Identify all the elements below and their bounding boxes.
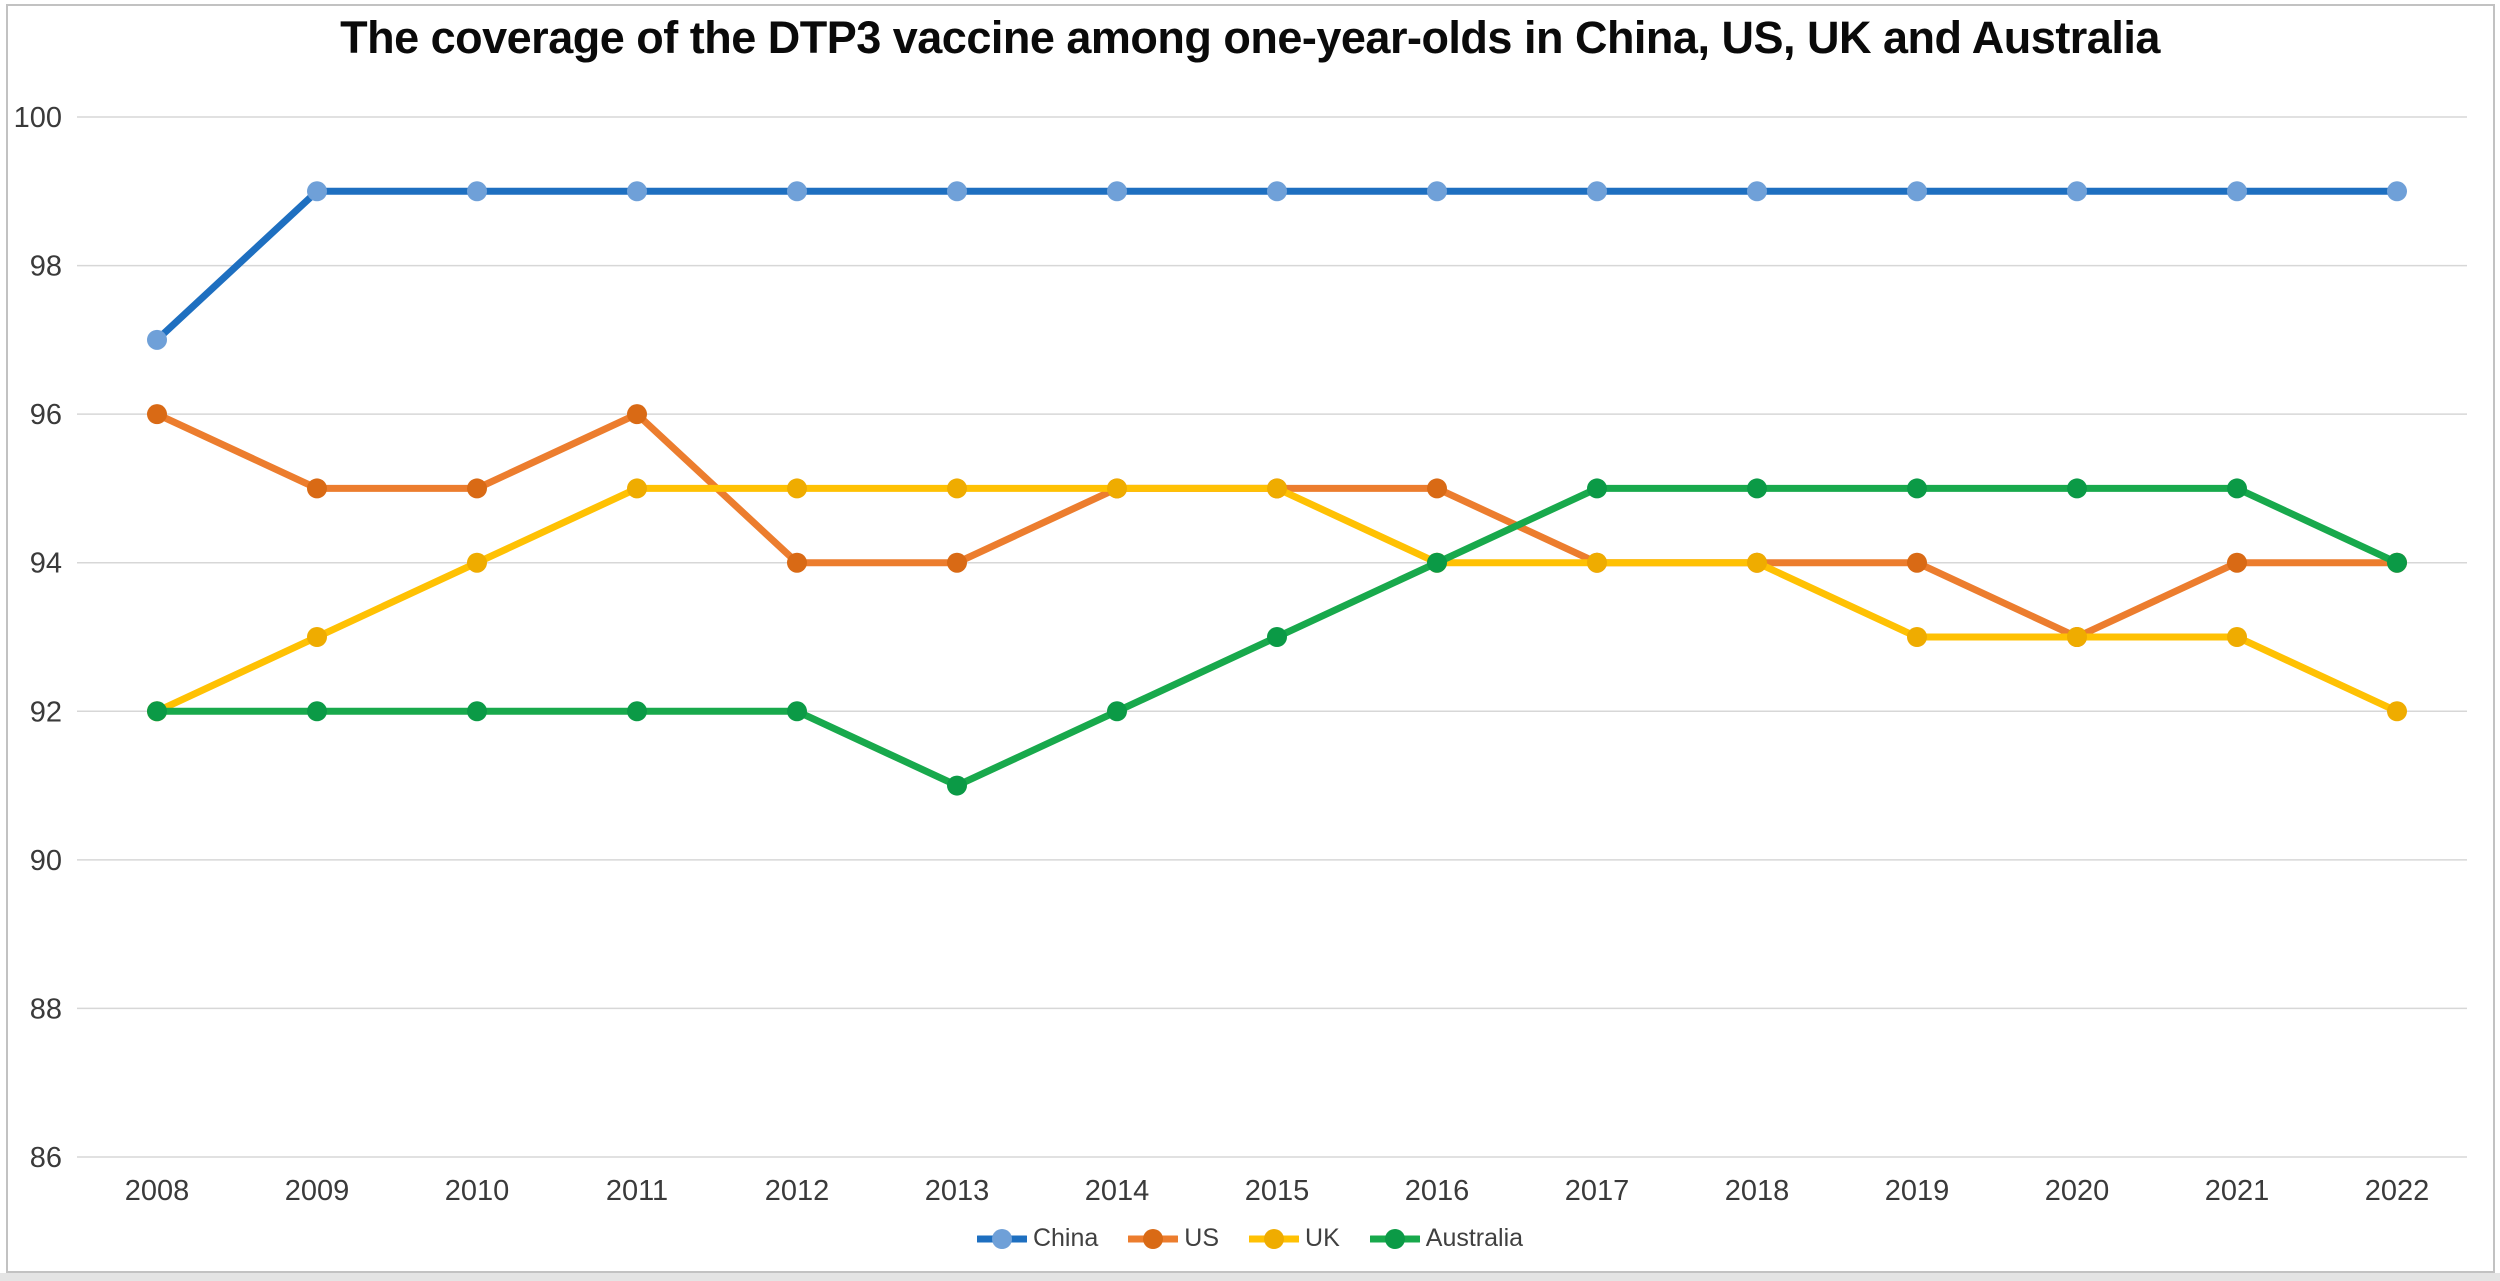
marker-australia-2016	[1427, 552, 1447, 573]
marker-australia-2013	[947, 775, 967, 796]
bottom-strip	[0, 1273, 2500, 1281]
x-tick-label-2013: 2013	[925, 1175, 990, 1207]
marker-china-2022	[2387, 181, 2407, 202]
legend-item-uk: UK	[1249, 1224, 1340, 1253]
marker-china-2009	[307, 181, 327, 202]
marker-china-2020	[2067, 181, 2087, 202]
marker-us-2009	[307, 478, 327, 499]
marker-us-2013	[947, 552, 967, 573]
marker-australia-2014	[1107, 701, 1127, 722]
series-line-uk	[153, 484, 2401, 715]
marker-us-2019	[1907, 552, 1927, 573]
x-tick-label-2017: 2017	[1565, 1175, 1630, 1207]
marker-australia-2011	[627, 701, 647, 722]
legend: China US UK Australia	[0, 1224, 2500, 1253]
marker-china-2016	[1427, 181, 1447, 202]
marker-china-2010	[467, 181, 487, 202]
legend-swatch-uk	[1249, 1228, 1300, 1249]
marker-us-2012	[787, 552, 807, 573]
x-tick-label-2011: 2011	[606, 1175, 668, 1207]
y-tick-label-92: 92	[30, 696, 62, 728]
legend-item-australia: Australia	[1369, 1224, 1524, 1253]
legend-label-australia: Australia	[1425, 1224, 1524, 1252]
y-tick-label-98: 98	[30, 251, 62, 283]
marker-australia-2010	[467, 701, 487, 722]
legend-label-china: China	[1032, 1224, 1099, 1252]
marker-china-2011	[627, 181, 647, 202]
marker-uk-2022	[2387, 701, 2407, 722]
marker-uk-2015	[1267, 478, 1287, 499]
legend-item-china: China	[976, 1224, 1099, 1253]
marker-australia-2021	[2227, 478, 2247, 499]
x-tick-label-2014: 2014	[1085, 1175, 1150, 1207]
marker-australia-2020	[2067, 478, 2087, 499]
series-line-us	[153, 410, 2401, 641]
legend-label-us: US	[1184, 1224, 1220, 1252]
marker-us-2010	[467, 478, 487, 499]
marker-australia-2015	[1267, 627, 1287, 647]
legend-label-uk: UK	[1305, 1224, 1340, 1252]
marker-china-2014	[1107, 181, 1127, 202]
marker-uk-2017	[1587, 552, 1607, 573]
y-tick-label-100: 100	[14, 102, 62, 134]
marker-china-2008	[147, 329, 167, 350]
legend-swatch-australia	[1369, 1228, 1420, 1249]
marker-uk-2011	[627, 478, 647, 499]
x-tick-label-2022: 2022	[2365, 1175, 2430, 1207]
marker-australia-2012	[787, 701, 807, 722]
marker-us-2016	[1427, 478, 1447, 499]
marker-china-2012	[787, 181, 807, 202]
marker-china-2021	[2227, 181, 2247, 202]
x-tick-label-2021: 2021	[2205, 1175, 2270, 1207]
x-tick-label-2018: 2018	[1725, 1175, 1790, 1207]
marker-uk-2009	[307, 627, 327, 647]
x-tick-label-2015: 2015	[1245, 1175, 1310, 1207]
marker-australia-2019	[1907, 478, 1927, 499]
marker-china-2019	[1907, 181, 1927, 202]
marker-australia-2008	[147, 701, 167, 722]
x-tick-label-2012: 2012	[765, 1175, 830, 1207]
y-tick-label-86: 86	[30, 1142, 62, 1174]
y-tick-label-90: 90	[30, 845, 62, 877]
x-tick-label-2020: 2020	[2045, 1175, 2110, 1207]
legend-marker-us	[1143, 1228, 1164, 1249]
marker-china-2013	[947, 181, 967, 202]
x-tick-label-2019: 2019	[1885, 1175, 1950, 1207]
marker-australia-2022	[2387, 552, 2407, 573]
marker-us-2021	[2227, 552, 2247, 573]
marker-australia-2017	[1587, 478, 1607, 499]
x-tick-label-2008: 2008	[125, 1175, 190, 1207]
x-tick-label-2010: 2010	[445, 1175, 510, 1207]
y-tick-label-88: 88	[30, 993, 62, 1025]
x-tick-label-2016: 2016	[1405, 1175, 1470, 1207]
legend-swatch-china	[976, 1228, 1027, 1249]
x-tick-label-2009: 2009	[285, 1175, 350, 1207]
marker-uk-2020	[2067, 627, 2087, 647]
marker-australia-2018	[1747, 478, 1767, 499]
legend-marker-china	[991, 1228, 1012, 1249]
marker-china-2015	[1267, 181, 1287, 202]
legend-swatch-us	[1128, 1228, 1179, 1249]
legend-item-us: US	[1128, 1224, 1219, 1253]
marker-uk-2019	[1907, 627, 1927, 647]
legend-marker-uk	[1264, 1228, 1285, 1249]
marker-uk-2012	[787, 478, 807, 499]
y-tick-label-96: 96	[30, 399, 62, 431]
marker-china-2017	[1587, 181, 1607, 202]
marker-china-2018	[1747, 181, 1767, 202]
marker-uk-2014	[1107, 478, 1127, 499]
legend-marker-australia	[1384, 1228, 1405, 1249]
marker-uk-2010	[467, 552, 487, 573]
y-tick-label-94: 94	[30, 548, 62, 580]
marker-uk-2021	[2227, 627, 2247, 647]
marker-us-2011	[627, 404, 647, 425]
chart-title: The coverage of the DTP3 vaccine among o…	[340, 12, 2160, 63]
marker-us-2008	[147, 404, 167, 425]
marker-uk-2018	[1747, 552, 1767, 573]
marker-uk-2013	[947, 478, 967, 499]
marker-australia-2009	[307, 701, 327, 722]
